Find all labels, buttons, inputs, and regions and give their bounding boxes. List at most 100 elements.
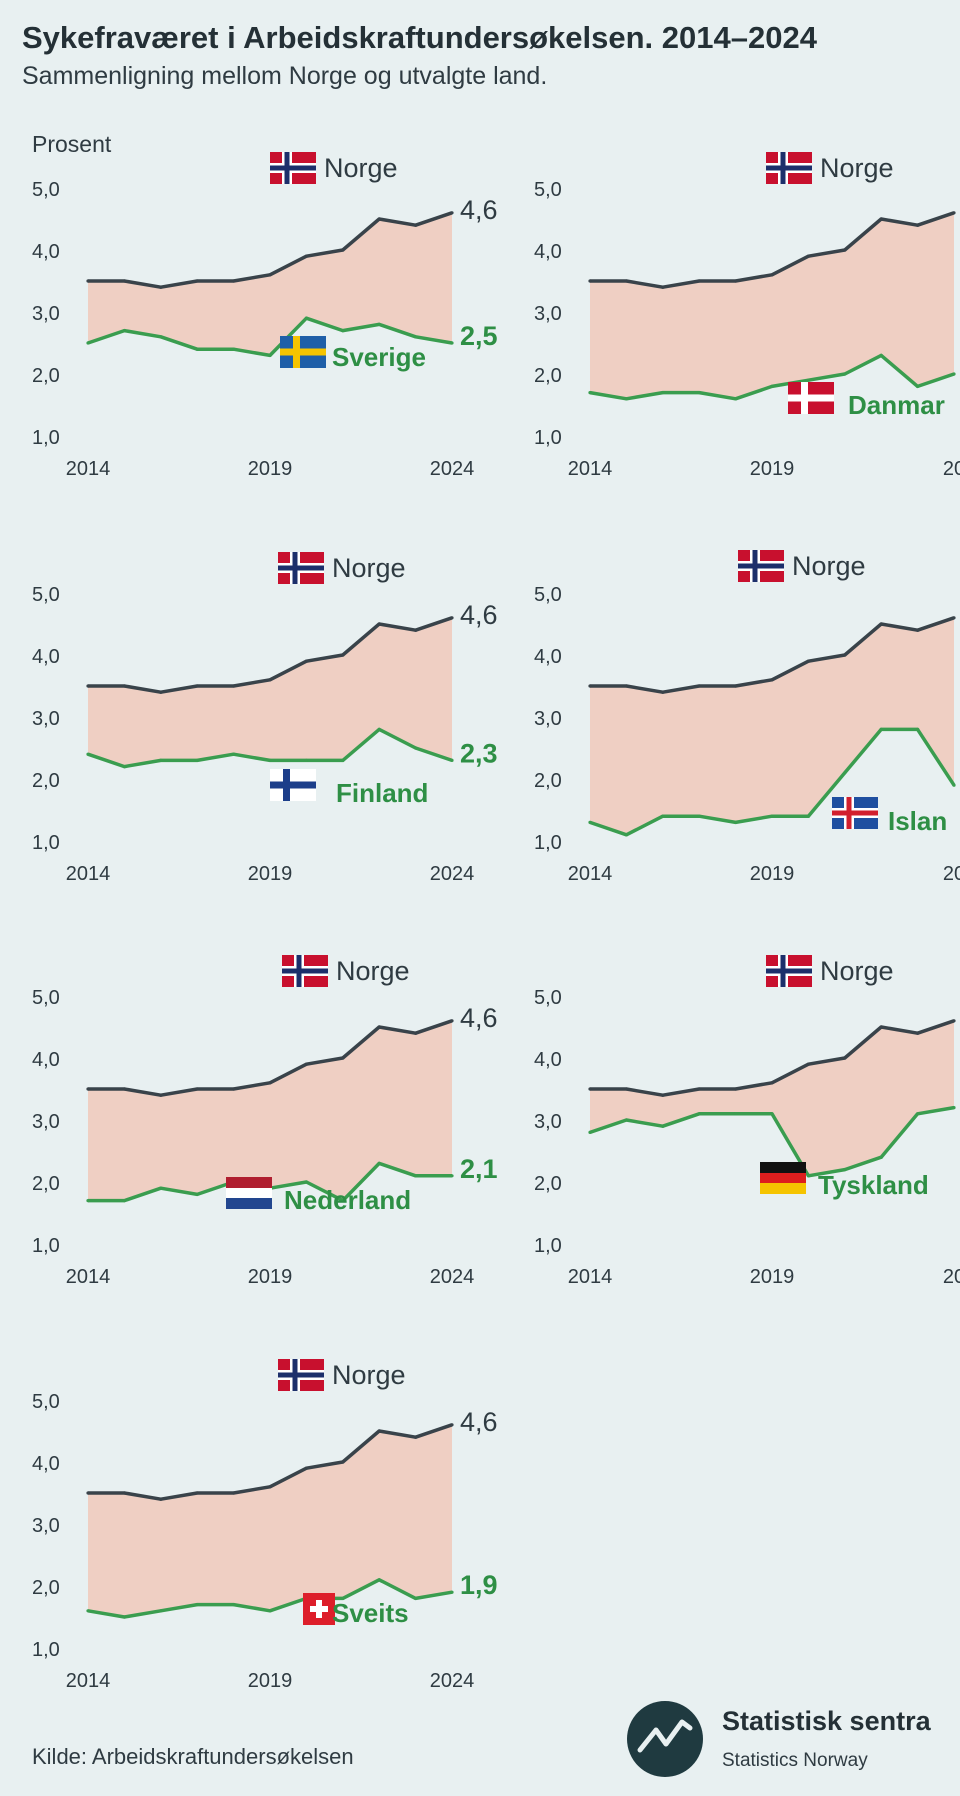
data-point-norge [122, 1491, 126, 1495]
data-point-norge [734, 684, 738, 688]
data-point-norge [734, 279, 738, 283]
data-point-finland [86, 752, 90, 756]
y-tick-label: 4,0 [32, 241, 60, 263]
data-point-norge [159, 1093, 163, 1097]
data-point-norge [806, 254, 810, 258]
series-label-norge: Norge [324, 153, 398, 183]
data-point-sverige [195, 347, 199, 351]
data-point-tyskland [843, 1168, 847, 1172]
data-point-norge [770, 678, 774, 682]
y-tick-label: 3,0 [534, 1111, 562, 1133]
iceland-flag-icon [832, 797, 878, 829]
x-tick-label: 2024 [430, 1266, 475, 1288]
data-point-norge [377, 1429, 381, 1433]
data-point-finland [414, 746, 418, 750]
y-tick-label: 5,0 [32, 179, 60, 201]
data-point-sveits [268, 1609, 272, 1613]
data-point-tyskland [661, 1124, 665, 1128]
data-point-norge [697, 279, 701, 283]
chart-title: Sykefraværet i Arbeidskraftundersøkelsen… [22, 20, 817, 55]
data-point-norge [661, 285, 665, 289]
end-value-norge: 4,6 [460, 600, 498, 630]
data-point-tyskland [734, 1112, 738, 1116]
data-point-islan [916, 727, 920, 731]
norway-flag-icon [278, 552, 324, 584]
data-point-norge [159, 690, 163, 694]
gap-area [590, 617, 954, 835]
x-tick-label: 2024 [430, 863, 475, 885]
data-point-norge [661, 690, 665, 694]
data-point-islan [734, 820, 738, 824]
y-tick-label: 5,0 [534, 584, 562, 606]
y-tick-label: 1,0 [32, 1639, 60, 1661]
data-point-norge [86, 279, 90, 283]
data-point-norge [879, 622, 883, 626]
y-tick-label: 3,0 [32, 708, 60, 730]
data-point-norge [624, 279, 628, 283]
data-point-sveits [377, 1578, 381, 1582]
finland-flag-icon [270, 769, 316, 801]
y-tick-label: 4,0 [32, 1453, 60, 1475]
data-point-norge [195, 684, 199, 688]
norway-flag-icon [738, 550, 784, 582]
data-point-norge [661, 1093, 665, 1097]
chart-panel-2: 5,0 4,0 3,0 2,0 1,0 2014 2019 20 Norge Danmar [534, 152, 960, 480]
data-point-nederland [86, 1199, 90, 1203]
data-point-finland [122, 765, 126, 769]
y-tick-label: 1,0 [534, 427, 562, 449]
data-point-norge [952, 616, 956, 620]
data-point-danmar [843, 372, 847, 376]
data-point-tyskland [916, 1112, 920, 1116]
data-point-finland [232, 752, 236, 756]
y-tick-label: 2,0 [534, 770, 562, 792]
y-tick-label: 1,0 [32, 832, 60, 854]
series-label-norge: Norge [820, 153, 894, 183]
y-tick-label: 5,0 [534, 987, 562, 1009]
norway-flag-icon [282, 955, 328, 987]
series-label-finland: Finland [336, 778, 428, 808]
data-point-norge [879, 217, 883, 221]
data-point-nederland [377, 1161, 381, 1165]
data-point-nederland [195, 1192, 199, 1196]
data-point-norge [806, 659, 810, 663]
data-point-norge [268, 273, 272, 277]
end-value-norge: 4,6 [460, 195, 498, 225]
gap-area [88, 212, 452, 356]
data-point-norge [86, 684, 90, 688]
data-point-norge [414, 1031, 418, 1035]
data-point-tyskland [770, 1112, 774, 1116]
data-point-norge [232, 1491, 236, 1495]
data-point-finland [450, 758, 454, 762]
y-tick-label: 5,0 [32, 987, 60, 1009]
data-point-islan [770, 814, 774, 818]
data-point-norge [414, 1435, 418, 1439]
data-point-norge [86, 1087, 90, 1091]
data-point-norge [268, 1081, 272, 1085]
data-point-norge [697, 684, 701, 688]
series-label-tyskland: Tyskland [818, 1170, 929, 1200]
gap-area [590, 212, 954, 399]
x-tick-label: 2019 [248, 458, 293, 480]
data-point-norge [806, 1062, 810, 1066]
y-tick-label: 3,0 [32, 1515, 60, 1537]
chart-panel-3: 5,0 4,0 3,0 2,0 1,0 2014 2019 2024 Norge Finland 4… [32, 552, 498, 885]
data-point-norge [122, 279, 126, 283]
data-point-finland [304, 758, 308, 762]
data-point-norge [268, 678, 272, 682]
y-tick-label: 4,0 [32, 1049, 60, 1071]
gap-area [590, 1020, 954, 1176]
data-point-finland [377, 727, 381, 731]
data-point-norge [159, 285, 163, 289]
series-label-nederland: Nederland [284, 1185, 411, 1215]
data-point-danmar [916, 384, 920, 388]
y-tick-label: 1,0 [534, 832, 562, 854]
y-tick-label: 4,0 [534, 646, 562, 668]
y-tick-label: 5,0 [32, 1391, 60, 1413]
data-point-norge [843, 653, 847, 657]
data-point-norge [450, 616, 454, 620]
data-point-sveits [414, 1596, 418, 1600]
data-point-norge [879, 1025, 883, 1029]
y-tick-label: 2,0 [534, 1173, 562, 1195]
data-point-norge [450, 1423, 454, 1427]
